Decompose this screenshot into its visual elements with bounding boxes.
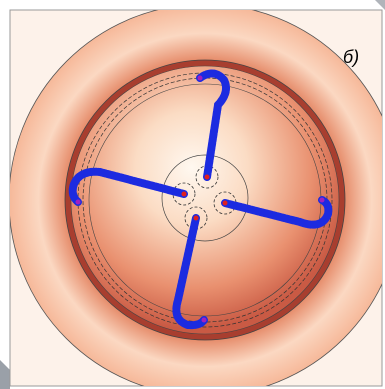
figure-label: б) bbox=[343, 47, 359, 67]
figure: б) bbox=[0, 0, 385, 389]
